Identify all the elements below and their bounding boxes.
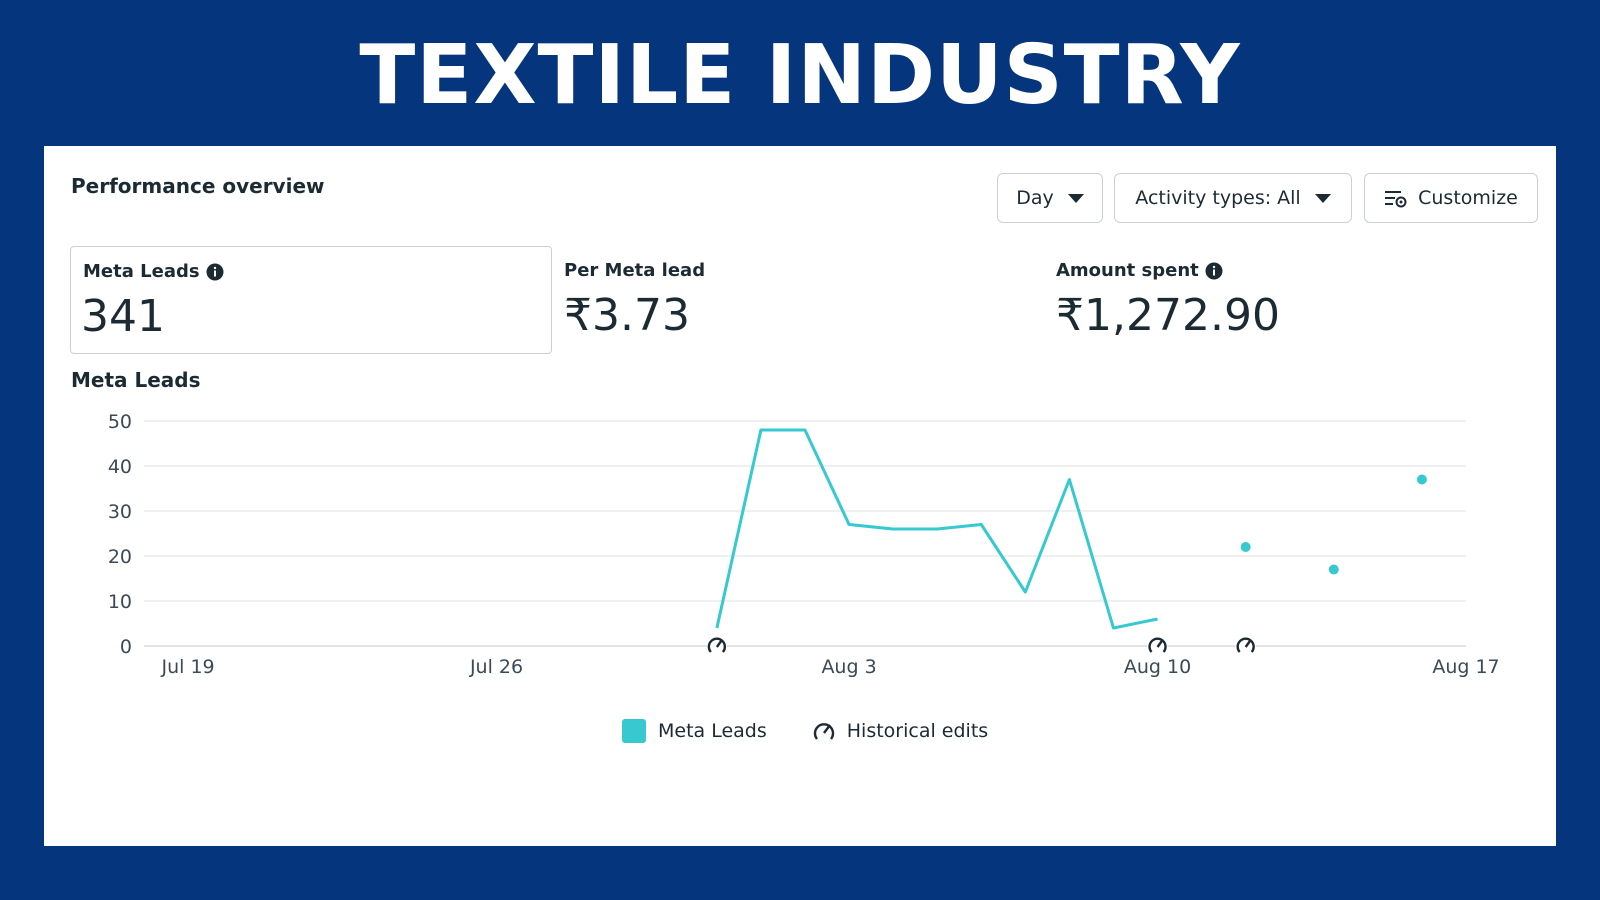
settings-sliders-icon: [1384, 188, 1408, 208]
metric-label-wrap: Per Meta lead: [564, 260, 705, 281]
y-tick-label: 30: [108, 501, 132, 523]
customize-button[interactable]: Customize: [1364, 173, 1538, 223]
legend-item-historical-edits[interactable]: Historical edits: [811, 719, 988, 743]
legend-label: Meta Leads: [658, 720, 767, 742]
metric-value: ₹3.73: [564, 290, 690, 341]
customize-label: Customize: [1418, 187, 1518, 209]
performance-overview-panel: Performance overview Day Activity types:…: [44, 146, 1556, 846]
day-dropdown[interactable]: Day: [997, 173, 1103, 223]
historical-edit-icon: [811, 719, 837, 743]
data-point[interactable]: [1240, 542, 1251, 552]
historical-edit-marker[interactable]: [1148, 637, 1167, 653]
x-tick-label: Jul 26: [469, 656, 523, 678]
legend-label: Historical edits: [846, 720, 989, 742]
y-tick-label: 20: [108, 546, 132, 568]
historical-edit-marker-needle: [715, 639, 723, 648]
chart-legend: Meta Leads Historical edits: [622, 719, 1032, 743]
legend-swatch: [622, 719, 646, 743]
metric-label-wrap: Amount spent: [1056, 260, 1223, 281]
historical-edit-marker-needle: [1156, 639, 1164, 648]
y-tick-label: 10: [108, 591, 132, 613]
metric-label: Per Meta lead: [564, 260, 706, 281]
metric-meta-leads[interactable]: Meta Leads 341: [70, 246, 552, 354]
y-tick-label: 40: [108, 456, 132, 478]
metric-label: Meta Leads: [83, 261, 200, 282]
section-title: Performance overview: [71, 174, 325, 198]
page-title: TEXTILE INDUSTRY: [359, 28, 1241, 123]
x-tick-label: Aug 10: [1124, 656, 1191, 678]
historical-edit-marker[interactable]: [707, 637, 726, 653]
x-tick-label: Jul 19: [160, 656, 214, 678]
metric-label: Amount spent: [1056, 260, 1199, 281]
metric-amount-spent[interactable]: Amount spent ₹1,272.90: [1056, 246, 1516, 354]
chart-title: Meta Leads: [71, 368, 201, 392]
series-line-meta-leads[interactable]: [715, 428, 1158, 630]
metric-per-meta-lead[interactable]: Per Meta lead ₹3.73: [564, 246, 1024, 354]
day-dropdown-label: Day: [1016, 187, 1054, 209]
metric-value: 341: [81, 291, 165, 342]
data-point[interactable]: [1328, 564, 1339, 575]
activity-types-label: Activity types: All: [1135, 187, 1301, 209]
info-icon[interactable]: [206, 263, 224, 281]
data-point[interactable]: [1416, 474, 1427, 485]
caret-down-icon: [1314, 193, 1331, 203]
legend-item-meta-leads[interactable]: Meta Leads: [622, 719, 767, 743]
x-tick-label: Aug 3: [821, 656, 876, 678]
y-tick-label: 0: [120, 636, 132, 658]
caret-down-icon: [1067, 193, 1084, 203]
metric-value: ₹1,272.90: [1056, 290, 1280, 341]
metric-label-wrap: Meta Leads: [83, 261, 224, 282]
activity-types-dropdown[interactable]: Activity types: All: [1114, 173, 1352, 223]
x-tick-label: Aug 17: [1432, 656, 1499, 678]
meta-leads-line-chart[interactable]: 0 10 20 30 40 50 Jul 19 Jul 26 Aug 3 Aug 10 Aug 17: [44, 146, 1556, 706]
historical-edit-marker-needle: [1244, 639, 1252, 648]
historical-edit-marker[interactable]: [1236, 637, 1255, 653]
y-tick-label: 50: [108, 411, 132, 433]
info-icon[interactable]: [1205, 262, 1223, 280]
